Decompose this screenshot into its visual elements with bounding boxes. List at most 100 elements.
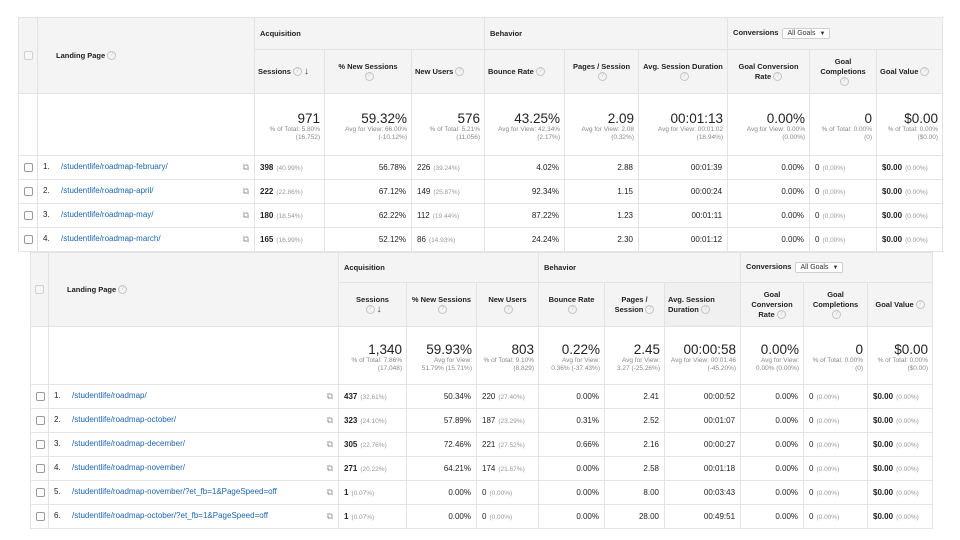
row-checkbox-cell[interactable]: [30, 456, 49, 481]
goal-completions-cell: 0 (0.00%): [809, 203, 878, 228]
landing-page-link[interactable]: /studentlife/roadmap-november/?et_fb=1&P…: [72, 487, 277, 496]
help-icon[interactable]: ?: [107, 51, 117, 61]
row-checkbox-cell[interactable]: [18, 155, 38, 180]
help-icon[interactable]: ?: [292, 67, 302, 77]
row-checkbox[interactable]: [24, 211, 33, 221]
help-icon[interactable]: ?: [700, 305, 710, 315]
avg-duration-cell: 00:00:24: [637, 179, 729, 204]
goal-conv-rate-cell: 0.00%: [740, 456, 805, 481]
help-icon[interactable]: ?: [839, 77, 849, 87]
bounce-rate-cell: 0.00%: [538, 504, 605, 529]
help-icon[interactable]: ?: [118, 285, 128, 295]
totals-row: 971% of Total: 5.80% (16,752) 59.32% Avg …: [18, 93, 944, 156]
landing-page-cell: 4. /studentlife/roadmap-march/ ⧉: [37, 227, 255, 252]
open-in-new-icon[interactable]: ⧉: [326, 463, 333, 473]
landing-page-link[interactable]: /studentlife/roadmap/: [72, 391, 147, 400]
open-in-new-icon[interactable]: ⧉: [242, 210, 249, 220]
new-sessions-header[interactable]: % New Sessions?: [324, 49, 412, 94]
row-checkbox-cell[interactable]: [30, 384, 49, 409]
goal-completions-header[interactable]: Goal Completions?: [803, 282, 869, 327]
goal-value-header[interactable]: Goal Value?: [867, 282, 934, 327]
landing-page-header[interactable]: Landing Page?: [48, 252, 339, 327]
help-icon[interactable]: ?: [832, 310, 842, 320]
table-row: 2. /studentlife/roadmap-october/ ⧉ 323 (24.1…: [30, 408, 934, 433]
help-icon[interactable]: ?: [679, 72, 689, 82]
open-in-new-icon[interactable]: ⧉: [326, 511, 333, 521]
avg-duration-header[interactable]: Avg. Session Duration?: [663, 282, 742, 327]
new-users-header[interactable]: New Users?: [476, 282, 539, 327]
select-all-cell[interactable]: [30, 252, 49, 327]
sort-arrow-icon[interactable]: ↓: [376, 303, 382, 315]
open-in-new-icon[interactable]: ⧉: [326, 391, 333, 401]
open-in-new-icon[interactable]: ⧉: [242, 186, 249, 196]
landing-page-link[interactable]: /studentlife/roadmap-april/: [61, 186, 154, 195]
totals-new-users: 576% of Total: 5.21% (11,056): [411, 93, 485, 156]
row-checkbox-cell[interactable]: [30, 408, 49, 433]
help-icon[interactable]: ?: [776, 310, 786, 320]
goal-conv-rate-header[interactable]: Goal Conversion Rate?: [727, 49, 811, 94]
row-checkbox[interactable]: [36, 440, 45, 450]
help-icon[interactable]: ?: [504, 305, 513, 315]
open-in-new-icon[interactable]: ⧉: [242, 234, 249, 244]
avg-duration-header[interactable]: Avg. Session Duration?: [637, 49, 729, 94]
sort-arrow-icon[interactable]: ↓: [303, 65, 309, 77]
landing-page-link[interactable]: /studentlife/roadmap-december/: [72, 439, 185, 448]
select-all-cell[interactable]: [18, 17, 38, 94]
goal-conv-rate-header[interactable]: Goal Conversion Rate?: [740, 282, 805, 327]
row-checkbox-cell[interactable]: [30, 504, 49, 529]
goals-dropdown[interactable]: All Goals ▼: [795, 262, 844, 273]
goals-dropdown[interactable]: All Goals ▼: [782, 28, 831, 39]
avg-duration-cell: 00:03:43: [663, 480, 742, 505]
help-icon[interactable]: ?: [773, 72, 783, 82]
select-all-checkbox[interactable]: [23, 51, 33, 61]
goal-completions-header[interactable]: Goal Completions?: [809, 49, 878, 94]
help-icon[interactable]: ?: [535, 67, 545, 77]
goal-value-header[interactable]: Goal Value?: [876, 49, 944, 94]
row-checkbox[interactable]: [36, 464, 45, 474]
analytics-table-top: Landing Page? Acquisition Behavior Conve…: [18, 17, 944, 252]
open-in-new-icon[interactable]: ⧉: [326, 487, 333, 497]
landing-page-link[interactable]: /studentlife/roadmap-march/: [61, 234, 161, 243]
landing-page-link[interactable]: /studentlife/roadmap-november/: [72, 463, 185, 472]
help-icon[interactable]: ?: [438, 305, 447, 315]
new-sessions-header[interactable]: % New Sessions?: [406, 282, 477, 327]
row-checkbox[interactable]: [36, 416, 45, 426]
help-icon[interactable]: ?: [915, 300, 925, 310]
row-checkbox-cell[interactable]: [30, 432, 49, 457]
sessions-header[interactable]: Sessions? ↓: [254, 49, 325, 94]
row-checkbox[interactable]: [36, 488, 45, 498]
row-checkbox[interactable]: [36, 392, 45, 402]
landing-page-header[interactable]: Landing Page?: [37, 17, 255, 94]
row-checkbox-cell[interactable]: [18, 179, 38, 204]
row-checkbox[interactable]: [24, 163, 33, 173]
help-icon[interactable]: ?: [455, 67, 465, 77]
row-checkbox-cell[interactable]: [18, 203, 38, 228]
row-checkbox-cell[interactable]: [30, 480, 49, 505]
help-icon[interactable]: ?: [568, 305, 577, 315]
pages-session-header[interactable]: Pages / Session?: [604, 282, 665, 327]
help-icon[interactable]: ?: [920, 67, 930, 77]
help-icon[interactable]: ?: [364, 72, 374, 82]
open-in-new-icon[interactable]: ⧉: [326, 439, 333, 449]
bounce-rate-header[interactable]: Bounce Rate?: [484, 49, 565, 94]
avg-duration-cell: 00:49:51: [663, 504, 742, 529]
open-in-new-icon[interactable]: ⧉: [242, 162, 249, 172]
bounce-rate-header[interactable]: Bounce Rate?: [538, 282, 605, 327]
pages-session-header[interactable]: Pages / Session?: [564, 49, 639, 94]
new-users-header[interactable]: New Users?: [411, 49, 485, 94]
landing-page-link[interactable]: /studentlife/roadmap-february/: [61, 162, 168, 171]
landing-page-link[interactable]: /studentlife/roadmap-october/: [72, 415, 177, 424]
row-checkbox[interactable]: [24, 187, 33, 197]
help-icon[interactable]: ?: [598, 72, 607, 82]
landing-page-link[interactable]: /studentlife/roadmap-october/?et_fb=1&Pa…: [72, 511, 268, 520]
select-all-checkbox[interactable]: [35, 285, 44, 295]
row-checkbox[interactable]: [24, 235, 33, 245]
row-checkbox[interactable]: [36, 512, 45, 522]
open-in-new-icon[interactable]: ⧉: [326, 415, 333, 425]
help-icon[interactable]: ?: [645, 305, 655, 315]
totals-goal-completions: 0% of Total: 0.00% (0): [803, 326, 869, 385]
landing-page-link[interactable]: /studentlife/roadmap-may/: [61, 210, 154, 219]
row-checkbox-cell[interactable]: [18, 227, 38, 252]
help-icon[interactable]: ?: [365, 305, 375, 315]
sessions-header[interactable]: Sessions? ↓: [338, 282, 407, 327]
